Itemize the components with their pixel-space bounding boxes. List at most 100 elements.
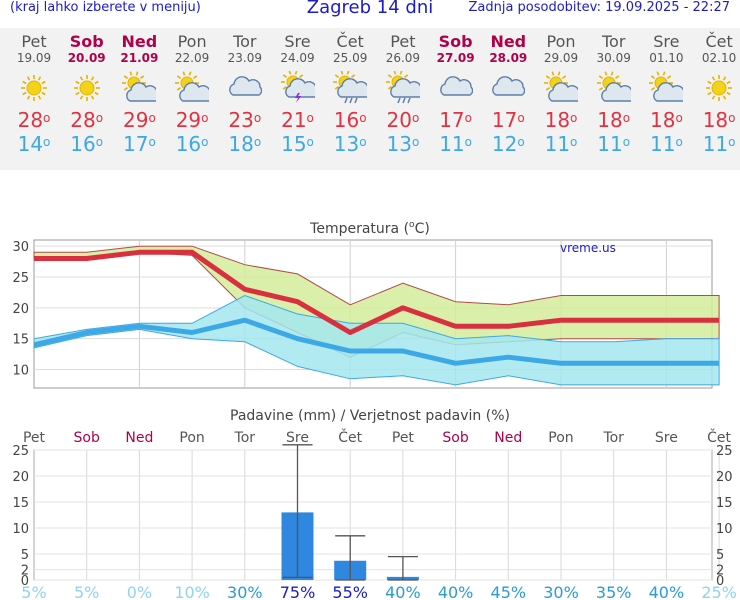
precip-day-label: Sob	[442, 430, 468, 446]
day-name: Tor	[233, 32, 257, 51]
precipitation-probability: 5%	[74, 583, 99, 600]
precip-day-label: Ned	[494, 430, 522, 446]
precip-day-label: Ned	[125, 430, 153, 446]
cloud-icon	[228, 76, 262, 96]
max-temperature: 21o	[281, 108, 314, 132]
max-temperature-line	[34, 249, 720, 335]
y-tick-label-left: 10	[12, 522, 29, 537]
temperature-chart: Temperatura (oC) 10 15 20 25 30 vreme.us	[12, 220, 720, 389]
y-tick-label-left: 5	[21, 548, 29, 563]
precipitation-probability: 45%	[491, 583, 527, 600]
precip-day-label: Sre	[286, 430, 309, 446]
min-temperature: 16o	[175, 132, 209, 156]
day-name: Tor	[601, 32, 626, 51]
max-temperature: 23o	[228, 108, 262, 132]
y-tick-label-left: 0	[21, 574, 29, 589]
precip-day-label: Sob	[74, 430, 100, 446]
precipitation-probability: 55%	[332, 583, 368, 600]
day-name: Čet	[705, 32, 733, 51]
day-column: Pet 26.09 20o 13o	[376, 28, 430, 157]
min-temperature: 13o	[386, 132, 420, 156]
precipitation-probability: 35%	[596, 583, 632, 600]
day-date: 26.09	[385, 51, 421, 65]
day-column: Tor 30.09 18o 11o	[587, 28, 641, 157]
precip-day-label: Pon	[179, 430, 204, 446]
min-temperature: 15o	[281, 132, 314, 156]
y-tick-label-right: 2	[716, 564, 724, 579]
day-column: Pon 22.09 29o 16o	[165, 28, 219, 157]
y-tick-label-right: 15	[716, 496, 733, 511]
precipitation-probability: 25%	[701, 583, 737, 600]
day-column: Ned 21.09 29o 17o	[112, 28, 166, 157]
max-temperature: 18o	[702, 108, 736, 132]
min-temperature: 16o	[70, 132, 104, 156]
precip-plot-area	[33, 449, 713, 581]
day-date: 19.09	[16, 51, 52, 65]
day-column: Pet 19.09 28o 14o	[7, 28, 61, 157]
precip-day-label: Čet	[707, 428, 731, 446]
sun-icon	[73, 75, 100, 101]
y-tick-label-right: 20	[716, 470, 733, 485]
day-date: 27.09	[436, 51, 475, 65]
day-name: Sre	[284, 32, 311, 51]
day-name: Čet	[336, 32, 364, 51]
day-name: Pet	[390, 32, 416, 51]
sun-cloud-icon	[544, 71, 578, 102]
min-temperature: 11o	[597, 132, 631, 156]
day-name: Ned	[490, 32, 527, 51]
day-column: Pon 29.09 18o 11o	[534, 28, 588, 157]
max-temperature: 29o	[175, 108, 209, 132]
min-temperature: 12o	[491, 132, 525, 156]
y-tick-label-right: 5	[716, 548, 724, 563]
day-name: Pet	[21, 32, 47, 51]
sun-rain-icon	[333, 71, 368, 104]
day-date: 21.09	[120, 51, 159, 65]
precipitation-probability: 10%	[174, 583, 210, 600]
min-temperature: 18o	[228, 132, 262, 156]
day-column: Čet 25.09 16o 13o	[323, 28, 377, 157]
sun-icon	[21, 75, 47, 101]
max-temperature: 18o	[649, 108, 683, 132]
cloud-icon	[492, 76, 526, 96]
max-temperature: 28o	[70, 108, 104, 132]
day-name: Pon	[546, 32, 576, 51]
day-column: Ned 28.09 17o 12o	[481, 28, 535, 157]
day-name: Sre	[653, 32, 680, 51]
max-temperature: 17o	[439, 108, 472, 132]
y-tick-label-left: 20	[12, 470, 29, 485]
min-temperature: 14o	[17, 132, 51, 156]
precipitation-probability: 40%	[385, 583, 421, 600]
watermark: vreme.us	[560, 241, 616, 255]
day-date: 23.09	[227, 51, 262, 65]
sun-cloud-icon	[596, 71, 631, 102]
min-temperature: 11o	[439, 132, 472, 156]
day-column: Tor 23.09 23o 18o	[218, 28, 272, 157]
day-date: 24.09	[280, 51, 315, 65]
y-tick-label: 30	[12, 240, 29, 255]
day-date: 25.09	[333, 51, 368, 65]
precipitation-probability: 40%	[438, 583, 474, 600]
precip-day-label: Pet	[392, 430, 415, 446]
max-temperature: 17o	[491, 108, 525, 132]
y-tick-label-left: 25	[12, 444, 29, 459]
day-name: Sob	[69, 32, 104, 51]
last-updated: Zadnja posodobitev: 19.09.2025 - 22:27	[468, 0, 730, 15]
sun-cloud-icon	[122, 71, 157, 102]
day-date: 22.09	[174, 51, 210, 65]
min-temperature: 17o	[122, 132, 156, 156]
max-temperature: 29o	[122, 108, 156, 132]
sun-cloud-icon	[649, 71, 684, 102]
day-date: 01.10	[649, 51, 684, 65]
y-tick-label: 10	[12, 364, 29, 379]
min-temperature: 11o	[702, 132, 736, 156]
page-title: Zagreb 14 dni	[306, 0, 434, 18]
max-temperature: 20o	[386, 108, 420, 132]
day-column: Sre 01.10 18o 11o	[639, 28, 693, 157]
day-column: Sob 20.09 28o 16o	[60, 28, 114, 157]
day-date: 29.09	[543, 51, 579, 65]
min-temperature: 13o	[333, 132, 367, 156]
temperature-chart-title: Temperatura (oC)	[309, 220, 430, 237]
day-date: 02.10	[701, 51, 737, 65]
day-date: 20.09	[67, 51, 106, 65]
precipitation-probability: 5%	[21, 583, 46, 600]
